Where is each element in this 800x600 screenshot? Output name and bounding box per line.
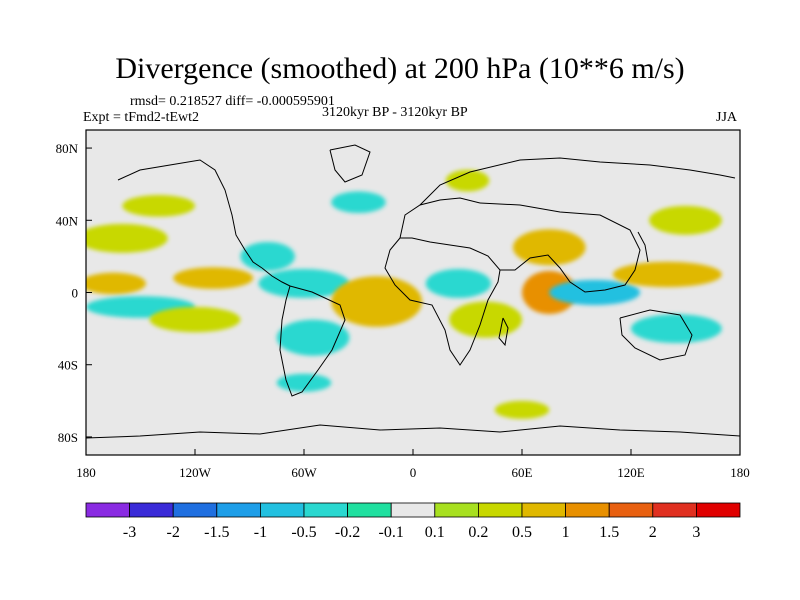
colorbar-swatch	[477, 502, 523, 518]
divergence-cell	[276, 373, 332, 392]
colorbar-swatch	[696, 502, 741, 518]
colorbar-label: 2	[649, 524, 657, 541]
colorbar-label: -3	[123, 524, 136, 541]
divergence-cell	[240, 241, 295, 271]
period-label: 3120kyr BP - 3120kyr BP	[322, 105, 468, 120]
colorbar-label: -2	[167, 524, 180, 541]
coast-greenland	[329, 144, 371, 183]
lon-tick-label: 60E	[512, 465, 533, 480]
divergence-cell	[649, 205, 722, 235]
colorbar-label: -0.1	[379, 524, 404, 541]
colorbar-swatch	[608, 502, 654, 518]
divergence-cell	[425, 269, 492, 298]
divergence-cell	[149, 306, 241, 333]
divergence-cell	[631, 314, 722, 344]
lat-tick-label: 40N	[56, 213, 79, 228]
colorbar-swatch	[172, 502, 218, 518]
colorbar-swatch	[565, 502, 610, 518]
colorbar: -3 -2 -1.5 -1 -0.5 -0.2 -0.1 0.1 0.2 0.5 1 1.5 2 3	[85, 502, 741, 541]
lon-tick-label: 180	[730, 465, 750, 480]
colorbar-label: -0.5	[291, 524, 316, 541]
lon-tick-label: 180	[76, 465, 96, 480]
divergence-cell	[122, 195, 195, 217]
divergence-cell	[494, 400, 550, 419]
lon-tick-label: 60W	[291, 465, 317, 480]
divergence-cell	[445, 169, 490, 192]
divergence-cell	[612, 261, 722, 288]
colorbar-swatch	[390, 502, 436, 518]
colorbar-swatch	[216, 502, 261, 518]
colorbar-label: 3	[692, 524, 700, 541]
lon-tick-label: 120E	[617, 465, 645, 480]
colorbar-label: 1.5	[599, 524, 619, 541]
colorbar-label: -0.2	[335, 524, 360, 541]
coast-central-america	[261, 267, 291, 287]
divergence-cell	[522, 270, 577, 315]
lat-tick-label: 0	[72, 286, 79, 301]
axes: 180 120W 60W 0 60E 120E 180 80N 40N 0 40S 80S	[56, 141, 750, 480]
colorbar-label: -1.5	[204, 524, 229, 541]
colorbar-swatch	[303, 502, 348, 518]
coast-antarctica	[86, 424, 740, 439]
coast-australia	[619, 309, 693, 361]
colorbar-label: -1	[254, 524, 267, 541]
coast-europe	[399, 197, 481, 239]
coast-madagascar	[498, 317, 509, 347]
divergence-cell	[331, 191, 386, 214]
colorbar-swatch	[521, 502, 566, 518]
divergence-cell	[512, 229, 586, 266]
colorbar-label: 1	[562, 524, 570, 541]
lon-tick-label: 0	[410, 465, 417, 480]
divergence-field	[86, 169, 722, 419]
divergence-cell	[173, 267, 254, 289]
lon-tick-label: 120W	[179, 465, 212, 480]
colorbar-swatch	[85, 502, 130, 518]
lat-tick-label: 80S	[58, 430, 78, 445]
coast-japan	[637, 231, 649, 263]
divergence-cell	[86, 272, 146, 295]
chart-title: Divergence (smoothed) at 200 hPa (10**6 …	[115, 52, 685, 85]
colorbar-swatch	[434, 502, 479, 518]
divergence-cell	[86, 223, 168, 253]
coast-north-america	[117, 159, 263, 269]
coast-south-america	[279, 285, 346, 397]
colorbar-label: 0.1	[425, 524, 445, 541]
colorbar-swatch	[129, 502, 174, 518]
stats-label: rmsd= 0.218527 diff= -0.000595901	[130, 94, 335, 109]
colorbar-swatch	[652, 502, 697, 518]
coast-asia-north	[419, 157, 736, 206]
lat-tick-label: 40S	[58, 358, 78, 373]
coastlines	[86, 144, 740, 439]
season-label: JJA	[716, 110, 738, 125]
lat-tick-label: 80N	[56, 141, 79, 156]
coast-europe-africa	[384, 237, 501, 366]
colorbar-swatch	[259, 502, 305, 518]
coast-asia	[479, 202, 641, 293]
divergence-cell	[276, 319, 350, 356]
divergence-cell	[549, 279, 641, 306]
colorbar-swatch	[347, 502, 392, 518]
divergence-cell	[449, 301, 522, 338]
divergence-cell	[258, 269, 350, 298]
colorbar-label: 0.5	[512, 524, 532, 541]
experiment-label: Expt = tFmd2-tEwt2	[83, 110, 200, 125]
colorbar-label: 0.2	[468, 524, 488, 541]
